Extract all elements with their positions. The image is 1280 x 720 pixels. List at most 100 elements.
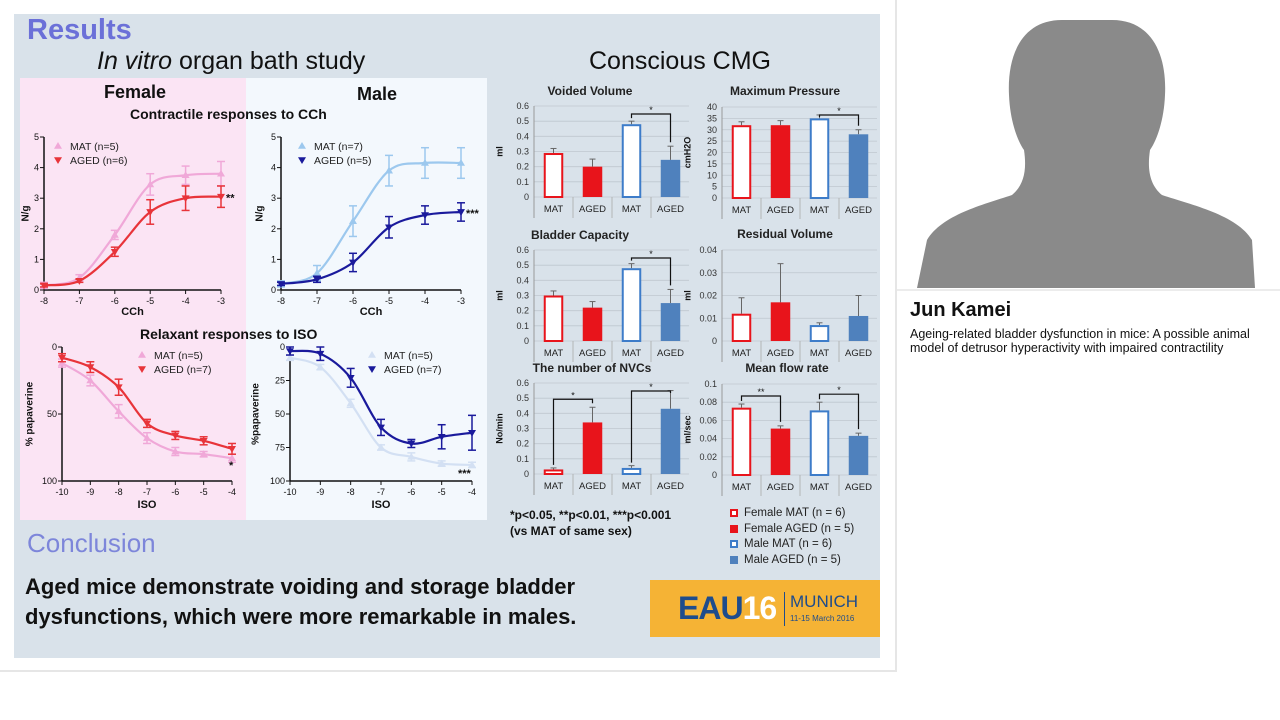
triangle-up-marker [181,171,190,179]
y-tick-label: 0.1 [516,177,529,187]
y-tick-label: 0.6 [516,245,529,255]
triangle-down-marker [114,384,123,392]
bar [770,125,791,198]
y-tick-label: 0.1 [704,379,717,389]
legend-label: Male MAT (n = 6) [744,538,833,550]
y-tick-label: 0.04 [699,434,717,444]
x-tick-label: -8 [347,487,355,497]
y-tick-label: 20 [707,148,717,158]
significance-marker: ** [757,387,765,397]
y-tick-label: 1 [271,254,276,264]
triangle-up-marker [143,434,151,441]
triangle-up-marker [146,180,155,188]
significance-marker: ** [226,193,235,205]
bar [809,325,830,342]
bar [660,408,681,474]
significance-marker: * [649,249,653,259]
y-tick-label: 0 [271,285,276,295]
legend-item: Female AGED (n = 5) [730,522,854,538]
logo-divider [784,592,785,626]
female-cch-chart: -8 -7 -6 -5 -4 -3 0 1 2 3 4 5 CCh N/g MAT (n=5) AGED (n… [21,132,236,318]
x-tick-label: -7 [143,487,151,497]
significance-bracket [740,395,782,422]
y-tick-label: 30 [707,125,717,135]
y-tick-label: 0 [712,193,717,203]
speaker-video [912,0,1255,288]
category-label: MAT [732,348,752,359]
bladder-capacity-chart: 0 0.1 0.2 0.3 0.4 0.5 0.6 ml MAT AGED MAT AGED * [494,245,689,362]
x-tick-label: -4 [182,296,190,306]
y-tick-label: 0 [524,336,529,346]
bar [809,118,830,199]
category-label: MAT [544,204,564,215]
y-tick-label: 0.6 [516,378,529,388]
legend-swatch [730,540,738,548]
legend-swatch [730,524,738,533]
significance-bracket [630,257,672,286]
category-label: MAT [732,205,752,216]
legend-item: Male MAT (n = 6) [730,537,854,553]
legend-label: AGED (n=6) [70,155,127,167]
logo-dates: 11-15 March 2016 [790,614,855,623]
y-tick-label: 0.1 [516,454,529,464]
significance-marker: *** [466,208,480,220]
x-tick-label: -7 [313,296,321,306]
legend-label: AGED (n=7) [384,364,441,376]
legend-label: MAT (n=5) [70,141,119,153]
bar [770,302,791,341]
y-tick-label: 40 [707,102,717,112]
bar [621,467,642,476]
y-tick-label: 0 [52,342,57,352]
category-label: AGED [767,482,794,493]
triangle-up-marker [377,443,385,451]
significance-bracket [818,393,860,430]
y-tick-label: 2 [271,224,276,234]
residual-volume-chart: 0 0.01 0.02 0.03 0.04 ml MAT AGED MAT AGED [682,245,877,362]
y-tick-label: 5 [34,132,39,142]
triangle-down-marker [346,375,355,382]
x-tick-label: -7 [75,296,83,306]
y-tick-label: 0.2 [516,306,529,316]
y-tick-label: 0.04 [699,245,717,255]
category-label: MAT [622,204,642,215]
y-tick-label: 2 [34,224,39,234]
triangle-up-marker [286,353,294,361]
divider [897,289,1280,291]
category-label: MAT [810,482,830,493]
triangle-down-marker [421,212,429,220]
category-label: AGED [767,205,794,216]
x-tick-label: -5 [385,296,393,306]
conclusion-line1: Aged mice demonstrate voiding and storag… [25,574,576,599]
triangle-down-marker [468,429,476,437]
logo-city: MUNICH [790,592,858,611]
x-tick-label: -10 [283,487,296,497]
triangle-up-marker [110,230,119,238]
category-label: AGED [657,481,684,492]
y-tick-label: 4 [271,163,276,173]
eau16-logo: EAU16 MUNICH 11-15 March 2016 [650,580,880,637]
y-tick-label: 5 [271,132,276,142]
y-tick-label: 0.3 [516,291,529,301]
y-tick-label: 0.5 [516,260,529,270]
female-header: Female [104,82,167,102]
bladder-capacity-title: Bladder Capacity [530,228,630,242]
cmg-title: Conscious CMG [589,47,771,75]
y-tick-label: 0.02 [699,452,717,462]
category-label: MAT [810,205,830,216]
talk-title: Ageing-related bladder dysfunction in mi… [910,327,1250,355]
legend-label: MAT (n=7) [314,141,363,153]
category-label: AGED [845,205,872,216]
significance-bracket [818,114,860,126]
y-tick-label: 0.3 [516,147,529,157]
x-tick-label: -9 [316,487,324,497]
bar [582,307,603,341]
triangle-up-marker [407,452,416,460]
triangle-up-marker [457,159,465,166]
triangle-up-marker [298,142,306,149]
triangle-up-marker [228,454,236,462]
legend-item: Female MAT (n = 6) [730,506,854,522]
y-axis-label: N/g [21,205,32,221]
category-label: AGED [579,204,606,215]
y-tick-label: 0.02 [699,291,717,301]
y-axis-label: ml/sec [682,415,692,443]
